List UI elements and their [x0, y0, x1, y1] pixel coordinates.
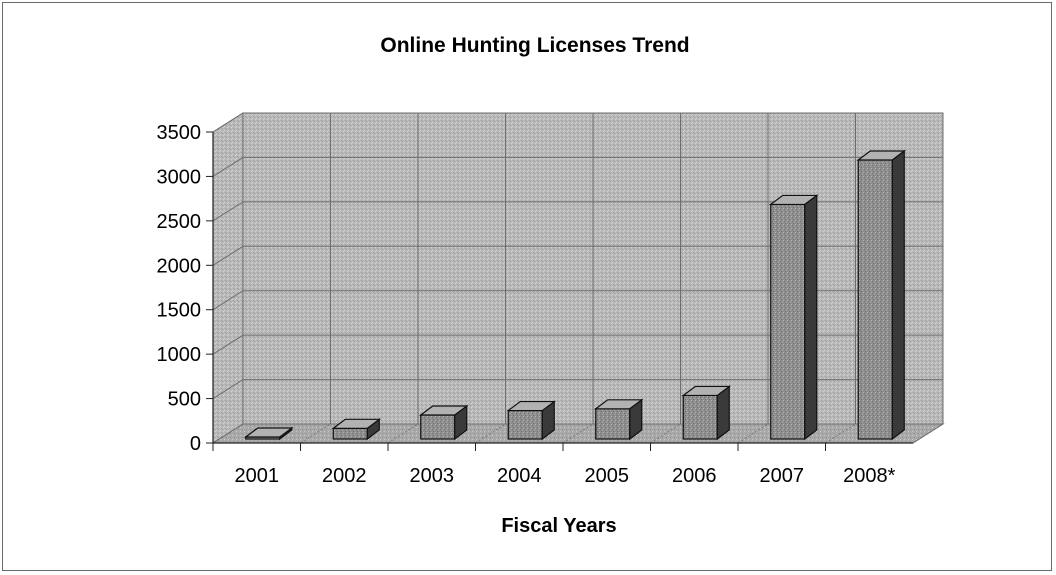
y-tick-label: 500	[168, 389, 201, 411]
y-tick-label: 0	[190, 433, 201, 455]
bar-top	[768, 194, 819, 206]
floor-line	[212, 423, 244, 444]
y-tick-label: 3500	[157, 122, 202, 144]
bar-top	[418, 405, 469, 416]
bar	[506, 400, 557, 441]
bar-top	[681, 385, 732, 397]
bar-top	[856, 150, 907, 161]
y-tick-label: 3000	[157, 166, 202, 188]
x-tick-label: 2007	[760, 465, 805, 487]
bar	[418, 404, 469, 441]
chart-canvas: Online Hunting Licenses Trend 0 500 1000 15…	[157, 34, 945, 537]
floor-line	[912, 423, 944, 444]
bar-top	[506, 400, 557, 412]
bar-side	[804, 194, 818, 441]
floor-line	[825, 423, 856, 444]
x-tick-label: 2002	[322, 465, 367, 487]
bar-top	[593, 399, 644, 410]
x-tick-label: 2004	[497, 465, 542, 487]
bar-front	[420, 414, 456, 440]
floor-line	[475, 423, 506, 444]
plot-area	[211, 112, 945, 444]
x-axis-title: Fiscal Years	[501, 515, 616, 537]
bar-front	[507, 409, 543, 440]
floor-line	[737, 423, 769, 444]
x-tick-label: 2005	[585, 465, 630, 487]
x-tick-label: 2008*	[843, 465, 895, 487]
bar	[856, 149, 907, 441]
y-tick-label: 1500	[157, 300, 202, 322]
x-tick-label: 2003	[410, 465, 455, 487]
x-tick-label: 2006	[672, 465, 717, 487]
x-tick-label: 2001	[235, 465, 280, 487]
bar-top	[331, 418, 382, 429]
y-tick-label: 2000	[157, 255, 202, 277]
y-axis-ticks: 0 500 1000 1500 2000 2500 3000 3500	[157, 122, 213, 455]
bar-side	[891, 149, 905, 441]
side-wall	[212, 112, 244, 444]
bar-front	[682, 394, 718, 440]
gridlines	[212, 112, 944, 444]
bar-front	[595, 408, 631, 440]
x-axis-ticks: 2001 2002 2003 2004 2005 2006 2007 2008*	[212, 443, 896, 487]
bar	[681, 385, 732, 441]
chart-title: Online Hunting Licenses Trend	[380, 34, 689, 57]
bar	[331, 418, 382, 441]
bars	[243, 149, 907, 441]
bar	[593, 398, 644, 441]
bar-front	[857, 159, 893, 440]
bar-top	[243, 427, 294, 438]
bar	[243, 426, 294, 441]
bar-front	[332, 427, 368, 440]
y-tick-label: 2500	[157, 211, 202, 233]
bar-front	[770, 203, 806, 440]
floor-line	[300, 423, 331, 444]
floor-line	[650, 423, 681, 444]
y-tick-label: 1000	[157, 344, 202, 366]
bar	[768, 194, 819, 441]
floor-line	[387, 423, 419, 444]
floor-line	[562, 423, 594, 444]
